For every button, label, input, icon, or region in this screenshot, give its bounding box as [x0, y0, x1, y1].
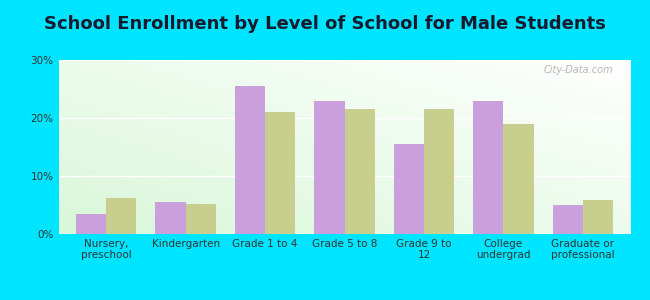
Bar [424, 109, 454, 234]
Bar [394, 144, 424, 234]
Bar [315, 100, 344, 234]
Bar [583, 200, 613, 234]
Text: School Enrollment by Level of School for Male Students: School Enrollment by Level of School for… [44, 15, 606, 33]
Bar [265, 112, 295, 234]
Bar [186, 204, 216, 234]
Bar [552, 205, 583, 234]
Bar [106, 198, 136, 234]
Bar [344, 109, 374, 234]
Bar [76, 214, 106, 234]
Bar [155, 202, 186, 234]
Bar [473, 100, 503, 234]
Bar [503, 124, 534, 234]
Bar [235, 86, 265, 234]
Text: City-Data.com: City-Data.com [543, 65, 614, 75]
